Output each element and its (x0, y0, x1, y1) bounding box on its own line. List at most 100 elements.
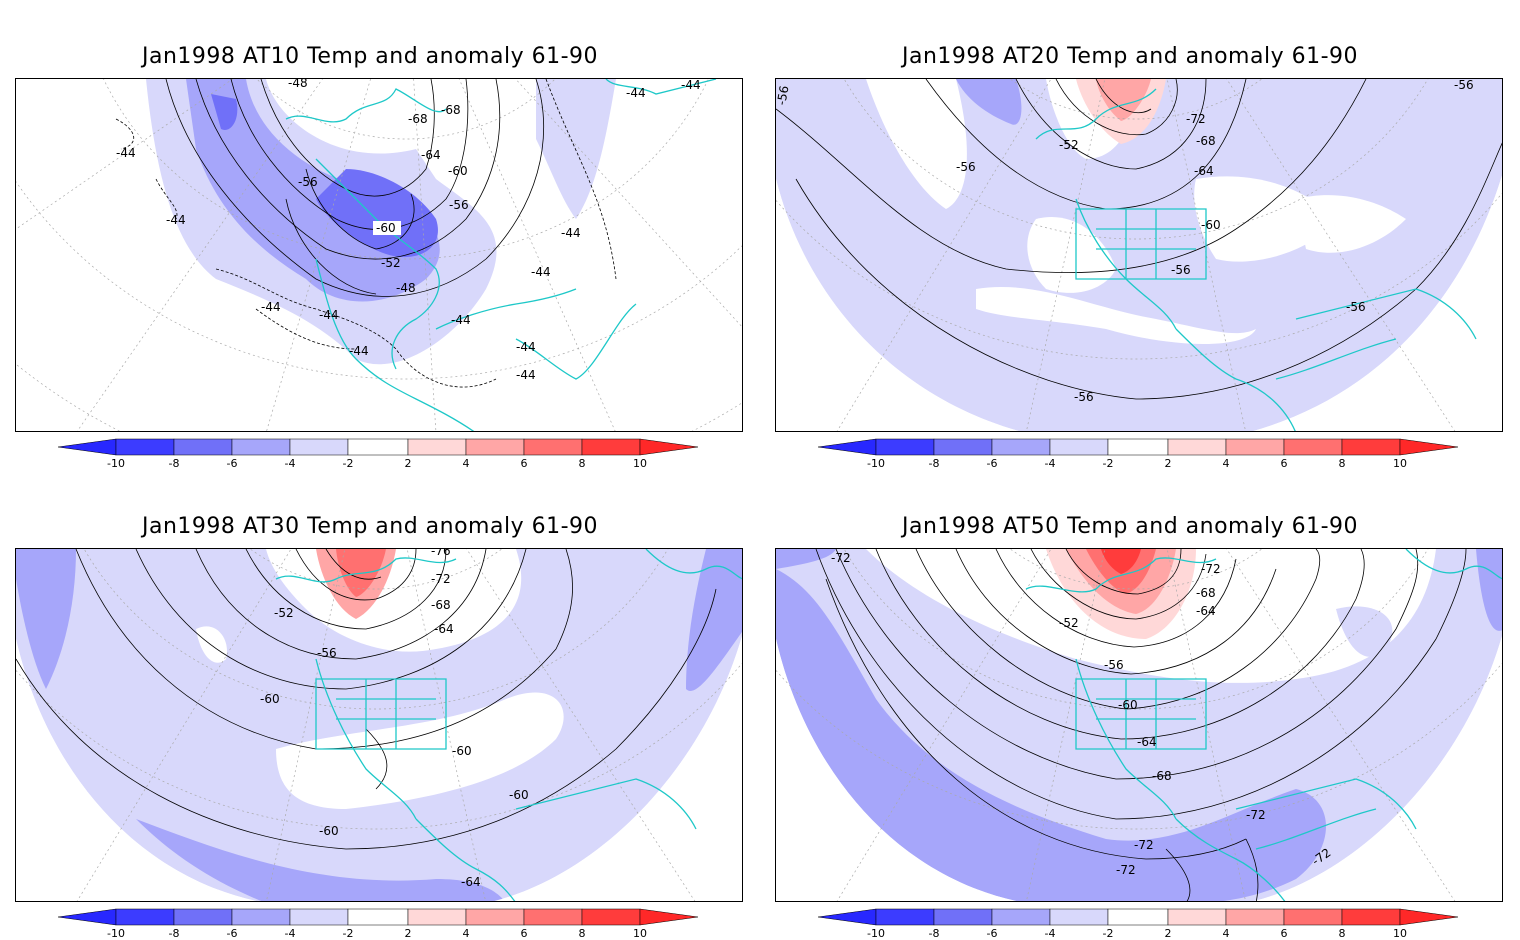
colorbar-swatch (231, 908, 291, 926)
contour-label: -44 (681, 79, 701, 92)
colorbar-tick: 2 (405, 457, 412, 470)
map-frame: -48 -68 -68 -64 -60 -56 -56 -60 -52 -48 … (15, 78, 743, 432)
colorbar-tick: -6 (987, 927, 998, 940)
colorbar-swatch (523, 908, 583, 926)
contour-label: -64 (434, 622, 454, 636)
colorbar-swatch (465, 438, 525, 456)
contour-label: -56 (317, 646, 337, 660)
panel-title: Jan1998 AT20 Temp and anomaly 61-90 (901, 44, 1359, 69)
colorbar-tick: 6 (1281, 927, 1288, 940)
contour-label: -44 (626, 86, 646, 100)
anomaly-region (1296, 195, 1406, 253)
colorbar-tick: -10 (107, 457, 125, 470)
colorbar-swatch (1107, 908, 1169, 926)
contour-label: -68 (408, 112, 428, 126)
colorbar-swatch (1283, 438, 1343, 456)
map-panel-at30: Jan1998 AT30 Temp and anomaly 61-90 (0, 470, 743, 940)
contour-label: -60 (260, 692, 280, 706)
contour-label: -44 (116, 146, 136, 160)
contour-label: -44 (349, 344, 369, 358)
contour-label: -44 (531, 265, 551, 279)
contour-label: -64 (1194, 164, 1214, 178)
colorbar-swatch (1283, 908, 1343, 926)
anomaly-region (866, 79, 967, 209)
colorbar-swatch (991, 908, 1051, 926)
colorbar-swatch (347, 908, 409, 926)
colorbar-tick: -10 (107, 927, 125, 940)
anomaly-region (776, 549, 836, 569)
contour-label: -64 (421, 148, 441, 162)
colorbar-swatch (523, 438, 583, 456)
temperature-anomaly-map: -56 -72 -68 -64 -52 -56 -60 -56 -56 -56 … (776, 79, 1502, 431)
contour-label: -60 (509, 788, 529, 802)
contour-label: -56 (1104, 658, 1124, 672)
contour-label: -44 (561, 226, 581, 240)
anomaly-region (956, 79, 1022, 125)
contour-label: -56 (298, 175, 318, 189)
colorbar-swatch (875, 438, 935, 456)
colorbar-swatch (639, 908, 699, 926)
map-outside (776, 635, 1502, 901)
colorbar-swatch (1049, 438, 1109, 456)
colorbar-swatch (173, 908, 233, 926)
contour-label: -60 (319, 824, 339, 838)
contour-label: -44 (451, 313, 471, 327)
colorbar-tick: -8 (929, 927, 940, 940)
contour-label: -68 (431, 598, 451, 612)
anomaly-region (776, 569, 1326, 901)
map-frame: -72 -72 -68 -64 -52 -56 -60 -64 -68 -72 … (775, 548, 1503, 902)
colorbar-tick: 4 (1223, 927, 1230, 940)
anomaly-region (276, 692, 564, 809)
colorbar-tick: -2 (343, 457, 354, 470)
anomaly-region (1476, 549, 1502, 631)
contour-label: -72 (1134, 838, 1154, 852)
anomaly-region (976, 286, 1256, 344)
contour-labels: -48 -68 -68 -64 -60 -56 -56 -60 -52 -48 … (116, 79, 701, 382)
colorbar-tick: -2 (1103, 927, 1114, 940)
colorbar-tick: 6 (1281, 457, 1288, 470)
colorbar: -10 -8 -6 -4 -2 2 4 6 8 10 (58, 438, 708, 470)
temperature-anomaly-map: -48 -68 -68 -64 -60 -56 -56 -60 -52 -48 … (16, 79, 742, 431)
contour-label: -52 (381, 256, 401, 270)
contour-label: -72 (831, 551, 851, 565)
contour-labels: -56 -72 -68 -64 -52 -56 -60 -56 -56 -56 … (776, 79, 1474, 404)
colorbar-swatch (407, 438, 467, 456)
colorbar-swatch (1167, 908, 1227, 926)
colorbar-tick: 2 (405, 927, 412, 940)
colorbar-tick: 8 (1339, 457, 1346, 470)
colorbar-swatch (115, 908, 175, 926)
colorbar-tick: 10 (633, 457, 647, 470)
colorbar-tick: 2 (1165, 927, 1172, 940)
colorbar-tick: 8 (579, 457, 586, 470)
anomaly-region (136, 819, 505, 901)
contour-label: -44 (166, 213, 186, 227)
contour-label: -72 (1186, 112, 1206, 126)
contour-label: -68 (1196, 586, 1216, 600)
colorbar: -10 -8 -6 -4 -2 2 4 6 8 10 (818, 438, 1468, 470)
colorbar-tick: -4 (1045, 457, 1056, 470)
colorbar-tick: 6 (521, 457, 528, 470)
colorbar-swatch (933, 438, 993, 456)
colorbar-swatch (875, 908, 935, 926)
colorbar-swatch (581, 438, 641, 456)
colorbar-swatch (1399, 438, 1459, 456)
colorbar-swatch (818, 438, 877, 456)
contour-label: -60 (1201, 218, 1221, 232)
map-panel-at50: Jan1998 AT50 Temp and anomaly 61-90 (760, 470, 1503, 940)
contour-label: -68 (441, 103, 461, 117)
anomaly-region (1336, 606, 1393, 657)
anomaly-region (1096, 79, 1151, 121)
colorbar-swatch (1225, 438, 1285, 456)
temperature-anomaly-map: -76 -72 -68 -64 -52 -56 -60 -60 -60 -60 … (16, 549, 742, 901)
colorbar-tick: -10 (867, 927, 885, 940)
colorbar-tick: 2 (1165, 457, 1172, 470)
contour-label: -60 (376, 221, 396, 235)
anomaly-region (536, 79, 616, 219)
contour-label: -72 (1116, 863, 1136, 877)
colorbar-tick: -4 (285, 457, 296, 470)
colorbar-tick: -2 (343, 927, 354, 940)
colorbar-tick: -6 (987, 457, 998, 470)
anomaly-region (16, 549, 76, 689)
map-frame: -76 -72 -68 -64 -52 -56 -60 -60 -60 -60 … (15, 548, 743, 902)
colorbar-tick: -10 (867, 457, 885, 470)
